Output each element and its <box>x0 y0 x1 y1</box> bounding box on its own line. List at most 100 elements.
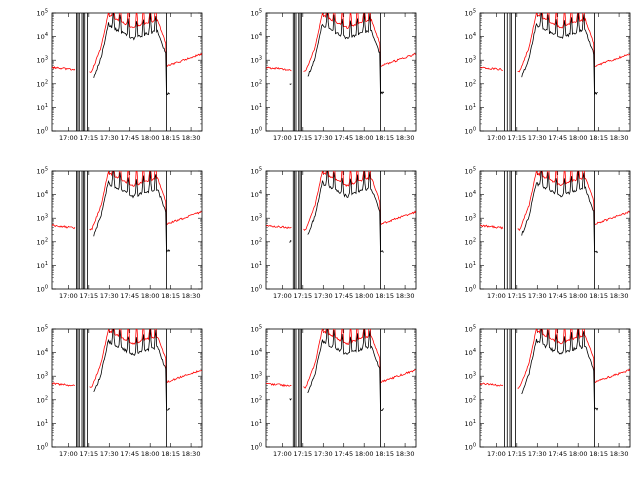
y-tick-label: 102 <box>37 395 48 404</box>
y-tick-label: 104 <box>251 348 262 357</box>
x-tick-label: 17:00 <box>273 450 292 458</box>
x-tick-label: 18:00 <box>141 292 160 300</box>
x-tick-label: 17:00 <box>59 134 78 142</box>
data-layer <box>52 329 202 447</box>
x-tick-label: 17:15 <box>293 450 312 458</box>
x-tick-label: 18:15 <box>589 134 608 142</box>
series-events-line <box>289 13 385 95</box>
y-tick-label: 105 <box>251 167 262 176</box>
y-tick-label: 103 <box>37 214 48 223</box>
x-tick-label: 18:30 <box>396 292 415 300</box>
series-events-line <box>521 171 599 254</box>
y-tick-label: 102 <box>465 79 476 88</box>
y-tick-label: 105 <box>37 167 48 176</box>
y-tick-label: 100 <box>465 285 476 294</box>
x-tick-label: 18:15 <box>161 450 180 458</box>
x-tick-label: 17:30 <box>528 450 547 458</box>
x-tick-label: 18:00 <box>141 134 160 142</box>
x-tick-label: 18:15 <box>589 292 608 300</box>
x-tick-label: 17:45 <box>334 450 353 458</box>
x-tick-label: 17:30 <box>528 292 547 300</box>
series-events-line <box>93 329 171 411</box>
x-tick-label: 18:30 <box>396 134 415 142</box>
x-tick-label: 18:15 <box>161 292 180 300</box>
x-tick-label: 18:15 <box>375 292 394 300</box>
y-tick-label: 103 <box>251 56 262 65</box>
plot-frame <box>265 328 417 448</box>
x-tick-label: 17:30 <box>314 450 333 458</box>
data-layer <box>266 329 416 447</box>
y-tick-label: 102 <box>251 237 262 246</box>
y-tick-label: 105 <box>465 325 476 334</box>
y-tick-label: 105 <box>465 167 476 176</box>
x-tick-label: 17:15 <box>293 292 312 300</box>
y-tick-label: 105 <box>251 9 262 18</box>
x-tick-label: 17:15 <box>79 450 98 458</box>
plot-frame <box>51 12 203 132</box>
plot-frame <box>479 170 631 290</box>
y-tick-label: 100 <box>251 443 262 452</box>
y-tick-label: 101 <box>251 419 262 428</box>
series-events-line <box>521 329 599 411</box>
y-tick-label: 103 <box>465 56 476 65</box>
series-lld-line <box>480 171 630 232</box>
y-tick-label: 104 <box>251 32 262 41</box>
y-tick-label: 104 <box>37 348 48 357</box>
x-tick-label: 18:15 <box>375 134 394 142</box>
x-tick-label: 18:15 <box>161 134 180 142</box>
y-tick-label: 103 <box>37 56 48 65</box>
y-tick-label: 101 <box>465 261 476 270</box>
series-events-line <box>289 171 384 253</box>
x-tick-label: 18:00 <box>569 134 588 142</box>
series-lld-line <box>480 329 630 389</box>
y-tick-label: 101 <box>37 261 48 270</box>
y-tick-label: 100 <box>37 285 48 294</box>
series-events-line <box>289 329 385 412</box>
x-tick-label: 18:30 <box>182 292 201 300</box>
y-tick-label: 101 <box>251 103 262 112</box>
y-tick-label: 103 <box>37 372 48 381</box>
y-tick-label: 103 <box>251 214 262 223</box>
y-tick-label: 104 <box>251 190 262 199</box>
series-lld-line <box>266 329 416 389</box>
y-tick-label: 102 <box>37 79 48 88</box>
data-layer <box>480 171 630 289</box>
y-tick-label: 101 <box>251 261 262 270</box>
x-tick-label: 17:30 <box>100 134 119 142</box>
y-tick-label: 101 <box>465 103 476 112</box>
x-tick-label: 17:30 <box>528 134 547 142</box>
data-layer <box>480 13 630 131</box>
plot-frame <box>479 328 631 448</box>
x-tick-label: 18:30 <box>182 134 201 142</box>
y-tick-label: 105 <box>465 9 476 18</box>
y-tick-label: 104 <box>465 348 476 357</box>
x-tick-label: 18:00 <box>569 292 588 300</box>
x-tick-label: 18:00 <box>355 450 374 458</box>
data-layer <box>266 13 416 131</box>
x-tick-label: 17:45 <box>548 292 567 300</box>
x-tick-label: 17:30 <box>314 292 333 300</box>
x-tick-label: 17:00 <box>487 450 506 458</box>
x-tick-label: 17:15 <box>79 134 98 142</box>
plot-frame <box>265 12 417 132</box>
series-events-line <box>521 13 598 96</box>
y-tick-label: 100 <box>37 443 48 452</box>
y-tick-label: 104 <box>465 190 476 199</box>
y-tick-label: 100 <box>251 127 262 136</box>
plot-frame <box>479 12 631 132</box>
x-tick-label: 17:00 <box>273 134 292 142</box>
x-tick-label: 17:45 <box>120 134 139 142</box>
x-tick-label: 18:00 <box>569 450 588 458</box>
data-layer <box>52 171 202 289</box>
series-events-line <box>93 13 171 96</box>
x-tick-label: 18:30 <box>610 450 629 458</box>
y-tick-label: 102 <box>37 237 48 246</box>
x-tick-label: 17:30 <box>100 292 119 300</box>
x-tick-label: 18:15 <box>375 450 394 458</box>
x-tick-label: 17:15 <box>507 450 526 458</box>
